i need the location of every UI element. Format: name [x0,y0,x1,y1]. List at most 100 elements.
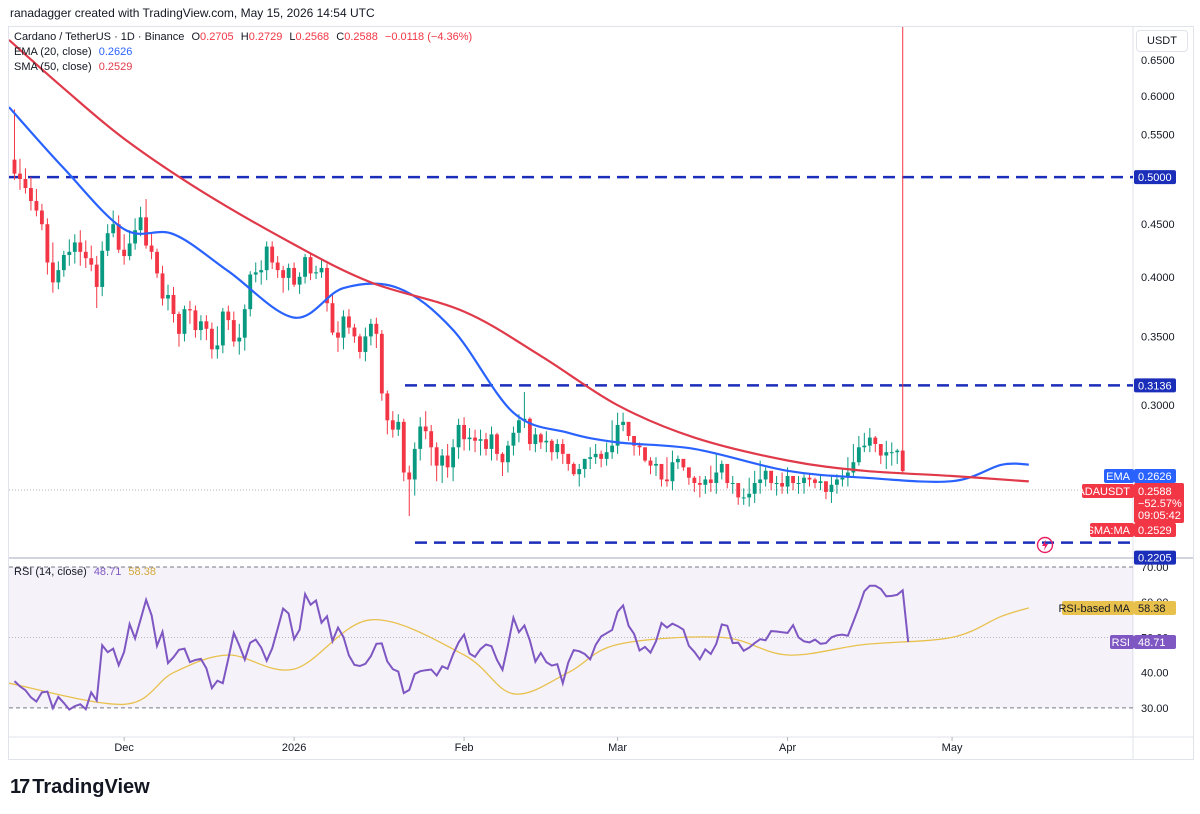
candle[interactable] [791,475,795,491]
candle[interactable] [675,455,680,470]
ema-name-tag[interactable]: EMA [1104,469,1134,483]
candle[interactable] [714,453,719,494]
candle[interactable] [610,420,615,459]
candle[interactable] [198,315,203,341]
candle[interactable] [12,109,17,180]
candle[interactable] [840,469,845,487]
candle[interactable] [730,475,735,494]
candle[interactable] [900,0,905,475]
candle[interactable] [571,462,576,476]
candle[interactable] [538,432,543,449]
candle[interactable] [423,411,428,440]
candle[interactable] [654,457,658,476]
candle[interactable] [286,263,291,291]
candle[interactable] [813,477,817,489]
candle[interactable] [61,250,66,277]
flash-icon[interactable] [1036,536,1054,554]
candle[interactable] [873,435,878,453]
candle[interactable] [665,457,669,487]
candle[interactable] [34,188,39,217]
candle[interactable] [736,483,741,505]
candle[interactable] [533,428,538,453]
candle[interactable] [478,429,483,456]
rsi-name-tag[interactable]: RSI [1110,634,1134,649]
candle[interactable] [818,475,823,491]
candle[interactable] [83,240,88,268]
candle[interactable] [445,444,450,478]
candle[interactable] [78,230,83,266]
candle[interactable] [226,305,231,331]
candle[interactable] [544,431,549,453]
candle[interactable] [473,429,477,453]
candle[interactable] [643,447,647,463]
candle[interactable] [347,309,351,334]
candle[interactable] [188,300,192,324]
candle[interactable] [741,488,746,505]
candle[interactable] [242,304,247,351]
candle[interactable] [127,230,132,261]
candle[interactable] [434,442,439,482]
candle[interactable] [824,481,828,500]
candle[interactable] [692,475,697,492]
candle[interactable] [270,241,275,270]
candle[interactable] [193,305,198,338]
candle[interactable] [780,472,785,494]
level-tag-03136[interactable]: 0.3136 [1134,378,1176,393]
candle[interactable] [297,272,302,294]
candle[interactable] [686,467,691,485]
candle[interactable] [867,428,872,453]
sma-price-tag[interactable]: 0.2529 [1134,523,1176,537]
candle[interactable] [166,284,170,311]
candle[interactable] [681,458,686,471]
candle[interactable] [884,440,889,470]
candle[interactable] [878,444,883,464]
candle[interactable] [292,262,297,287]
candle[interactable] [462,417,467,451]
candle[interactable] [336,321,340,352]
symbol-name-tag[interactable]: ADAUSDT [1077,484,1134,498]
candle[interactable] [703,475,708,494]
candle[interactable] [281,265,286,293]
candle[interactable] [105,224,110,257]
candle[interactable] [144,199,148,249]
candle[interactable] [725,463,730,489]
candle[interactable] [231,311,236,347]
level-tag-0500[interactable]: 0.5000 [1134,170,1176,185]
candle[interactable] [522,391,527,429]
candle[interactable] [248,271,253,317]
candle[interactable] [253,262,258,283]
candle[interactable] [506,440,510,473]
candle[interactable] [549,439,554,461]
candle[interactable] [259,260,264,285]
candle[interactable] [851,444,856,478]
rsi-legend[interactable]: RSI (14, close) 48.71 58.38 [14,566,156,578]
candle[interactable] [401,418,406,482]
candle[interactable] [747,477,752,507]
candle[interactable] [94,256,99,308]
candle[interactable] [209,322,214,359]
ema-line[interactable] [9,106,1029,483]
candle[interactable] [719,460,724,480]
candle[interactable] [325,263,329,312]
candle[interactable] [56,261,61,290]
rsi-value-tag[interactable]: 48.71 [1134,634,1176,649]
candle[interactable] [341,310,346,350]
candle[interactable] [177,311,181,347]
candle[interactable] [632,435,636,456]
candle[interactable] [89,245,94,272]
candle[interactable] [352,323,357,343]
candle[interactable] [215,326,220,359]
candle[interactable] [204,315,209,341]
candle[interactable] [160,265,165,306]
candle[interactable] [456,418,461,459]
candle[interactable] [330,293,335,336]
ema-legend[interactable]: EMA (20, close) 0.2626 [14,46,132,58]
candle[interactable] [319,259,324,278]
candle[interactable] [697,475,702,498]
candle[interactable] [621,412,626,432]
candle[interactable] [599,450,604,468]
candle[interactable] [895,448,900,464]
candle[interactable] [308,253,313,281]
candle[interactable] [588,447,593,470]
candle[interactable] [314,265,318,280]
